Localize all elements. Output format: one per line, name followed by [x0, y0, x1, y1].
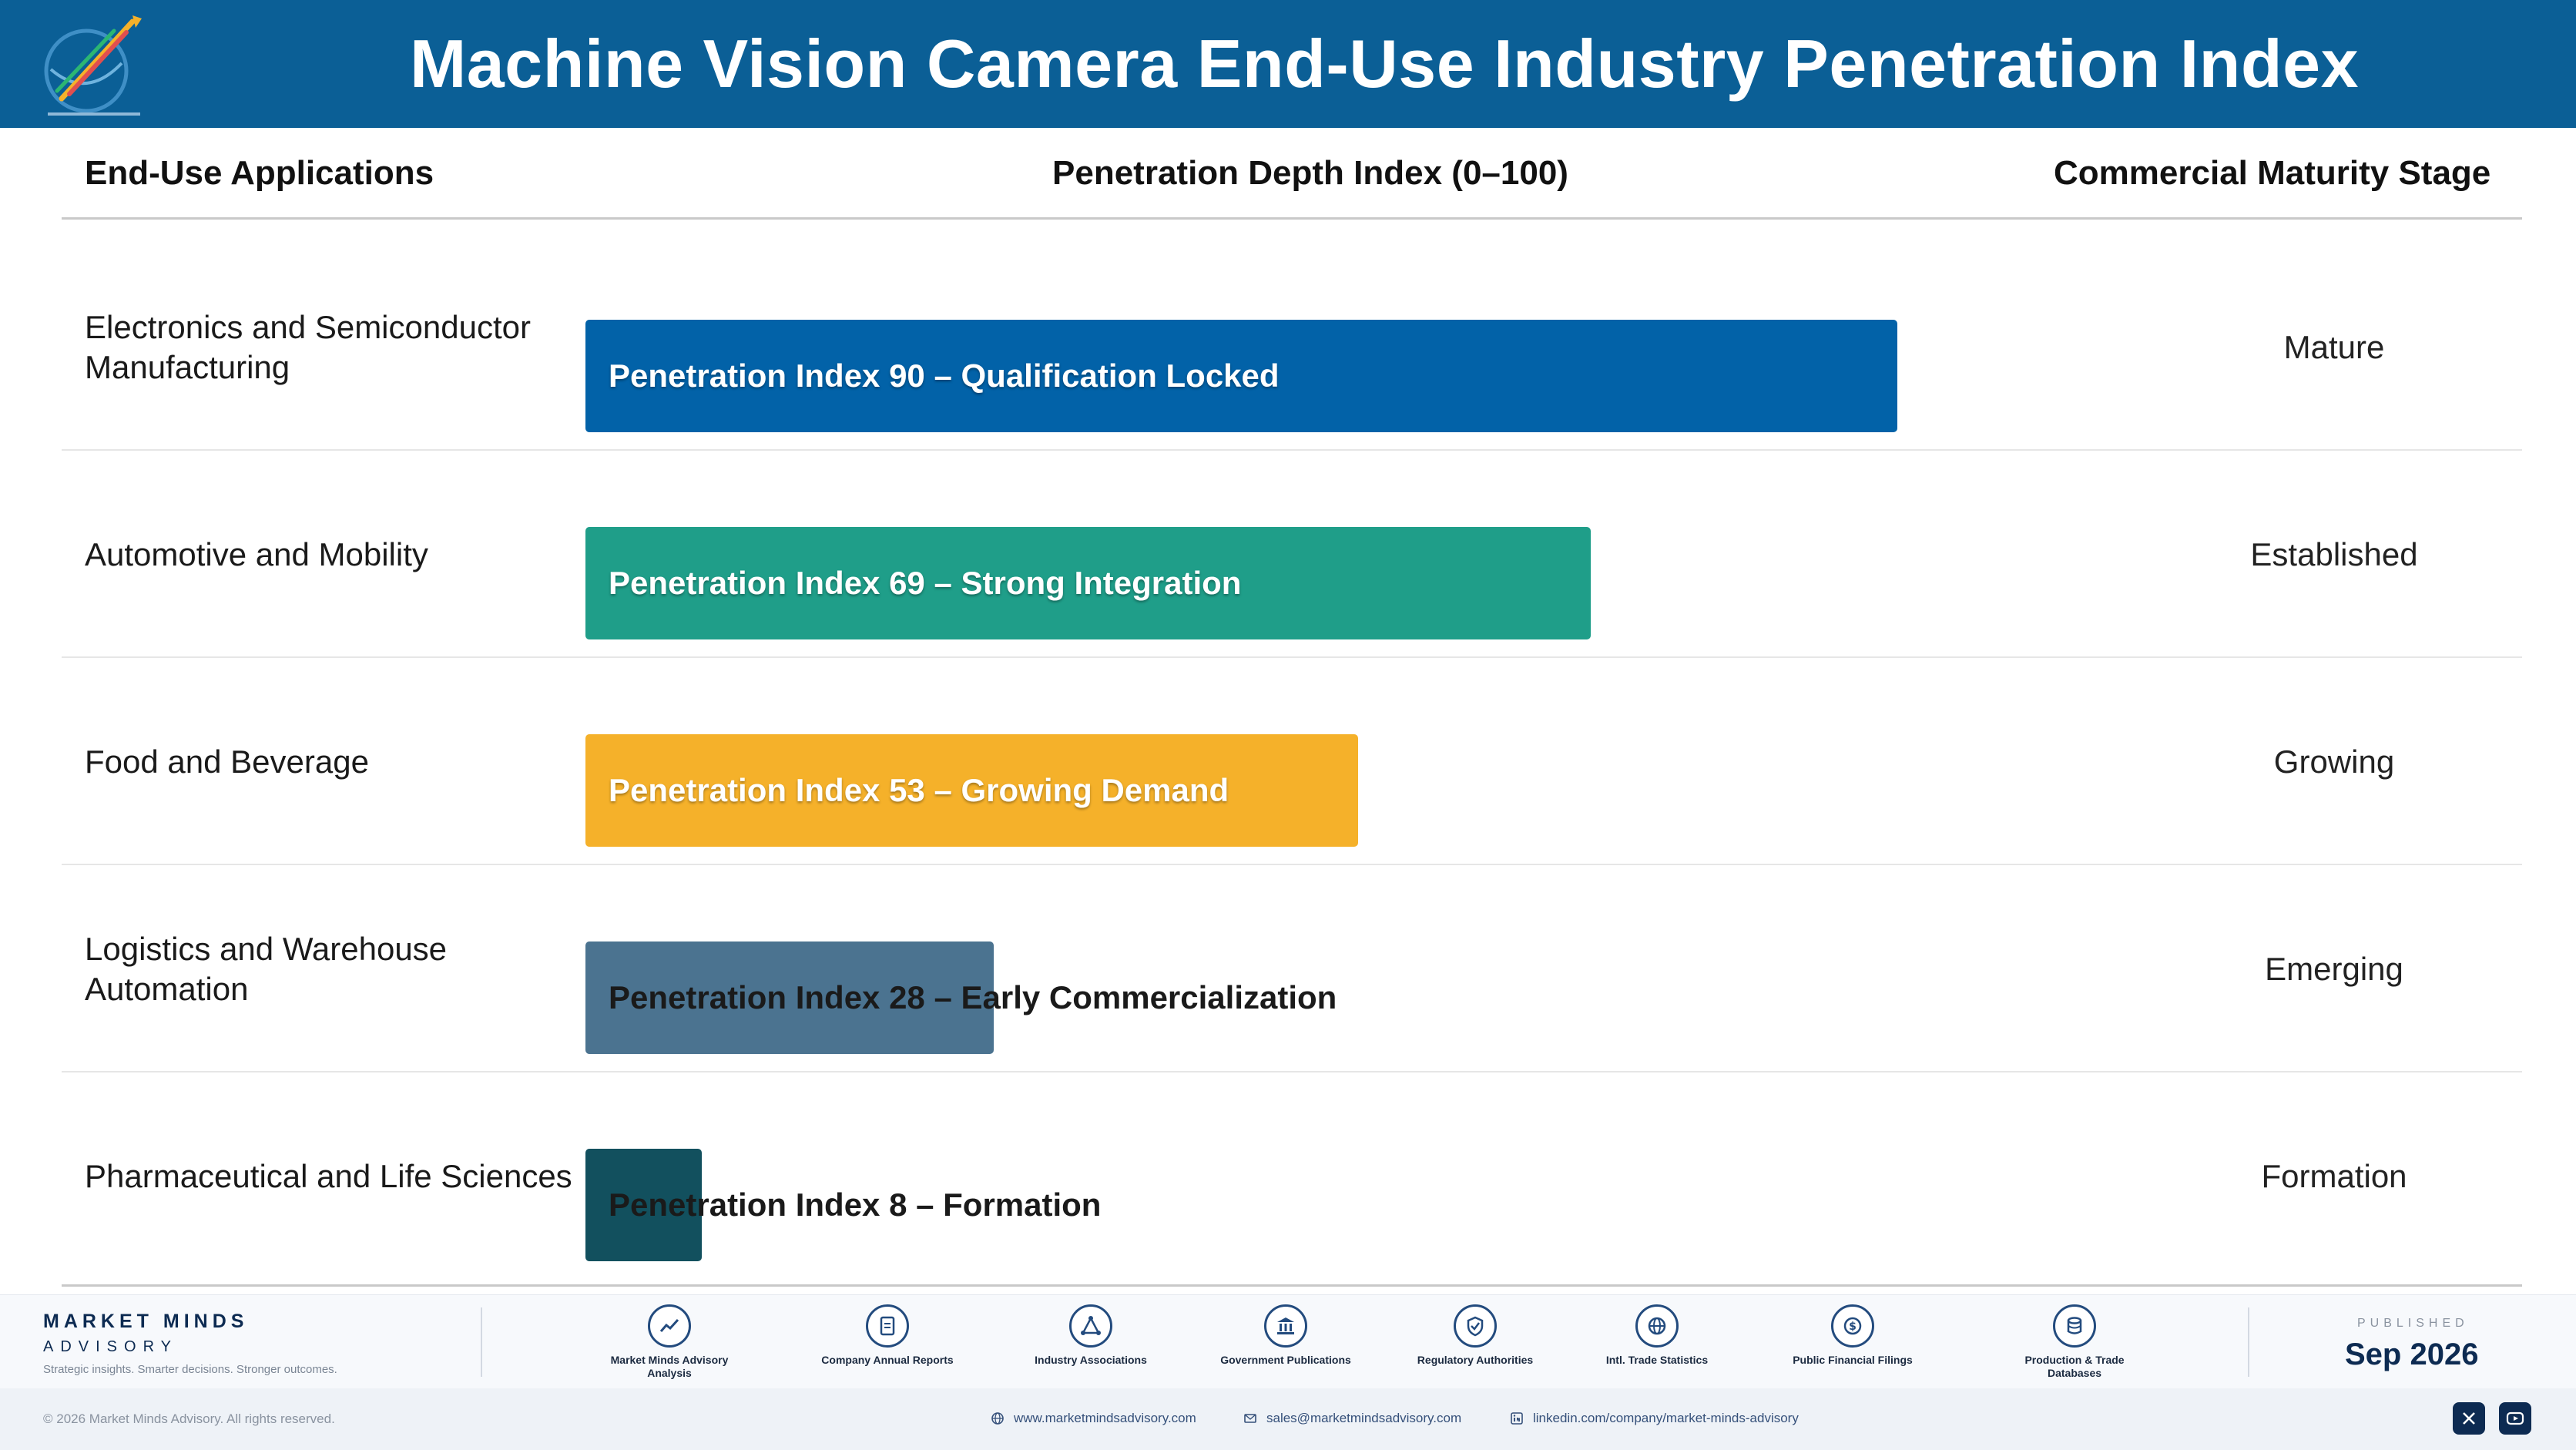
source-item: Market Minds Advisory Analysis: [596, 1304, 743, 1380]
bar: [585, 941, 994, 1054]
page-title: Machine Vision Camera End-Use Industry P…: [409, 25, 2360, 102]
database-icon: [2053, 1304, 2096, 1348]
published-date: Sep 2026: [2345, 1338, 2479, 1371]
chart-row: Electronics and Semiconductor Manufactur…: [62, 243, 2522, 451]
source-item: Intl. Trade Statistics: [1584, 1304, 1730, 1367]
source-item: Industry Associations: [1018, 1304, 1164, 1367]
footer-divider: [2248, 1307, 2249, 1377]
maturity-stage-label: Formation: [2261, 1157, 2407, 1194]
source-item: Regulatory Authorities: [1402, 1304, 1548, 1367]
source-label: Production & Trade Databases: [2024, 1354, 2125, 1379]
brand-tagline: Strategic insights. Smarter decisions. S…: [43, 1363, 337, 1376]
bar-track: Penetration Index 53 – Growing Demand: [585, 658, 2043, 865]
source-item: $ Public Financial Filings: [1779, 1304, 1926, 1367]
globe-icon: [1635, 1304, 1679, 1348]
linkedin-link[interactable]: linkedin.com/company/market-minds-adviso…: [1508, 1410, 1799, 1427]
linkedin-icon: [1508, 1410, 1525, 1427]
government-building-icon: [1264, 1304, 1307, 1348]
footer: MARKET MINDS ADVISORY Strategic insights…: [0, 1294, 2576, 1388]
bar: [585, 1149, 702, 1261]
row-divider: [62, 656, 2522, 658]
copyright-text: © 2026 Market Minds Advisory. All rights…: [43, 1411, 335, 1426]
email-text: sales@marketmindsadvisory.com: [1266, 1411, 1462, 1425]
shield-check-icon: [1454, 1304, 1497, 1348]
bar-track: Penetration Index 28 – Early Commerciali…: [585, 865, 2043, 1072]
source-label: Market Minds Advisory Analysis: [610, 1354, 729, 1379]
bar: [585, 320, 1897, 432]
category-label: Logistics and Warehouse Automation: [85, 930, 448, 1007]
source-label: Public Financial Filings: [1793, 1354, 1913, 1366]
bar-data-label: Penetration Index 8 – Formation: [609, 1187, 1102, 1223]
youtube-social-button[interactable]: [2499, 1402, 2531, 1435]
source-label: Company Annual Reports: [821, 1354, 954, 1366]
x-social-button[interactable]: [2453, 1402, 2485, 1435]
column-header-stage: Commercial Maturity Stage: [2054, 154, 2491, 192]
bar-data-label: Penetration Index 69 – Strong Integratio…: [609, 565, 1242, 601]
source-item: Government Publications: [1213, 1304, 1359, 1367]
published-label: PUBLISHED: [2357, 1317, 2469, 1330]
header-divider: [62, 217, 2522, 220]
sub-footer: © 2026 Market Minds Advisory. All rights…: [0, 1388, 2576, 1450]
title-banner: Machine Vision Camera End-Use Industry P…: [0, 0, 2576, 128]
brand-name: MARKET MINDS: [43, 1311, 249, 1332]
source-label: Regulatory Authorities: [1417, 1354, 1534, 1366]
document-icon: [866, 1304, 909, 1348]
row-divider: [62, 1071, 2522, 1072]
network-icon: [1069, 1304, 1112, 1348]
maturity-stage-label: Emerging: [2265, 950, 2403, 987]
category-label: Automotive and Mobility: [85, 535, 428, 572]
trend-chart-icon: [648, 1304, 691, 1348]
svg-text:$: $: [1849, 1321, 1857, 1333]
x-logo-icon: [2463, 1412, 2475, 1425]
row-divider: [62, 449, 2522, 451]
brand-subtitle: ADVISORY: [43, 1338, 178, 1355]
source-label: Intl. Trade Statistics: [1605, 1354, 1709, 1366]
category-label: Electronics and Semiconductor Manufactur…: [85, 308, 531, 385]
bar-track: Penetration Index 69 – Strong Integratio…: [585, 451, 2043, 658]
email-link[interactable]: sales@marketmindsadvisory.com: [1242, 1410, 1461, 1427]
bar: [585, 734, 1358, 847]
website-link[interactable]: www.marketmindsadvisory.com: [989, 1410, 1196, 1427]
maturity-stage-label: Mature: [2283, 328, 2385, 365]
dollar-coin-icon: $: [1831, 1304, 1874, 1348]
website-text: www.marketmindsadvisory.com: [1014, 1411, 1196, 1425]
company-logo-icon: [44, 15, 142, 116]
bar-track: Penetration Index 90 – Qualification Loc…: [585, 243, 2043, 451]
mail-icon: [1242, 1410, 1259, 1427]
source-item: Company Annual Reports: [814, 1304, 961, 1367]
source-label: Industry Associations: [1035, 1354, 1147, 1366]
bar-data-label: Penetration Index 90 – Qualification Loc…: [609, 357, 1280, 394]
linkedin-text: linkedin.com/company/market-minds-adviso…: [1533, 1411, 1799, 1425]
chart-row: Pharmaceutical and Life Sciences Penetrat…: [62, 1072, 2522, 1280]
row-divider: [62, 864, 2522, 865]
maturity-stage-label: Growing: [2273, 743, 2395, 780]
category-label: Food and Beverage: [85, 743, 369, 780]
chart-bottom-divider: [62, 1284, 2522, 1287]
column-header-index: Penetration Depth Index (0–100): [1052, 154, 1568, 192]
bar-track: Penetration Index 8 – Formation: [585, 1072, 2043, 1280]
source-item: Production & Trade Databases: [2001, 1304, 2148, 1380]
category-label: Pharmaceutical and Life Sciences: [85, 1157, 572, 1194]
youtube-logo-icon: [2506, 1411, 2524, 1425]
chart-row: Logistics and Warehouse Automation Penetr…: [62, 865, 2522, 1072]
chart-row: Food and Beverage Penetration Index 53 – …: [62, 658, 2522, 865]
source-label: Government Publications: [1220, 1354, 1351, 1366]
column-header-applications: End-Use Applications: [85, 154, 434, 192]
chart-row: Automotive and Mobility Penetration Index…: [62, 451, 2522, 658]
footer-divider: [481, 1307, 482, 1377]
globe-icon: [989, 1410, 1006, 1427]
bar: [585, 527, 1591, 639]
maturity-stage-label: Established: [2250, 535, 2418, 572]
bar-data-label: Penetration Index 53 – Growing Demand: [609, 772, 1229, 808]
bar-data-label: Penetration Index 28 – Early Commerciali…: [609, 979, 1337, 1015]
